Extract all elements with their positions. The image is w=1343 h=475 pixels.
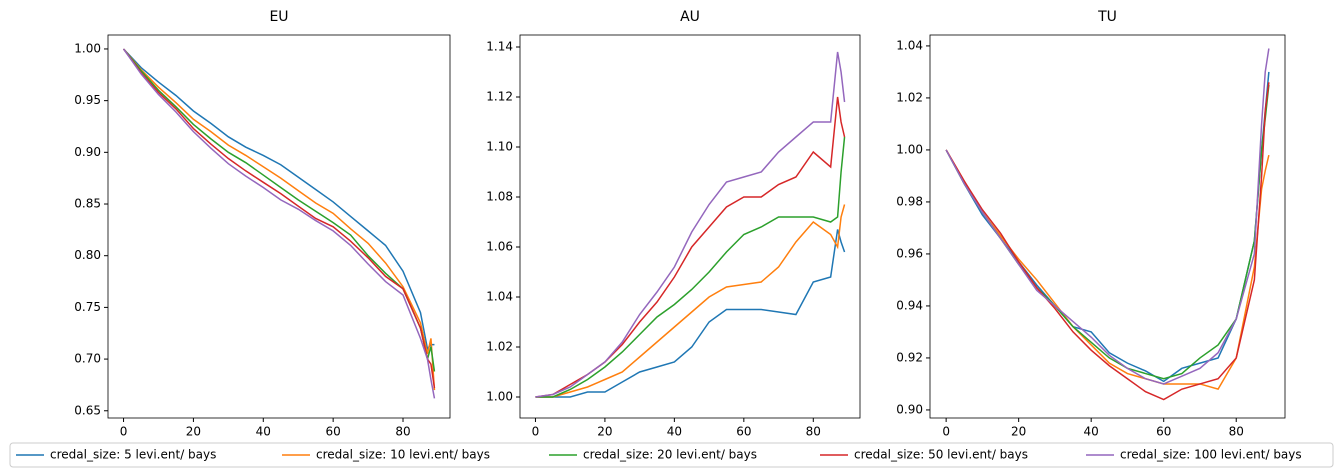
y-tick-label: 0.94 bbox=[896, 298, 923, 312]
series-line bbox=[945, 82, 1270, 401]
y-tick-label: 0.85 bbox=[74, 197, 101, 211]
y-tick-label: 0.90 bbox=[896, 402, 923, 416]
y-tick-label: 0.98 bbox=[896, 194, 923, 208]
y-tick-label: 0.90 bbox=[74, 145, 101, 159]
chart-title: EU bbox=[269, 9, 288, 25]
series-line bbox=[535, 229, 846, 398]
x-tick-label: 60 bbox=[736, 425, 751, 439]
x-tick-label: 0 bbox=[942, 425, 950, 439]
chart-title: AU bbox=[680, 9, 700, 25]
y-tick-label: 1.14 bbox=[486, 40, 513, 54]
y-tick-label: 0.95 bbox=[74, 93, 101, 107]
y-tick-label: 1.00 bbox=[896, 142, 923, 156]
x-tick-label: 20 bbox=[1011, 425, 1026, 439]
y-tick-label: 0.70 bbox=[74, 352, 101, 366]
y-tick-label: 1.02 bbox=[486, 340, 513, 354]
y-tick-label: 0.96 bbox=[896, 246, 923, 260]
y-tick-label: 1.04 bbox=[896, 38, 923, 52]
y-tick-label: 1.10 bbox=[486, 140, 513, 154]
y-tick-label: 0.92 bbox=[896, 350, 923, 364]
chart-title: TU bbox=[1097, 9, 1117, 25]
series-line bbox=[535, 96, 846, 398]
x-tick-label: 20 bbox=[186, 425, 201, 439]
plot-frame bbox=[929, 34, 1286, 419]
legend-label: credal_size: 5 levi.ent/ bays bbox=[50, 448, 216, 462]
y-tick-label: 1.12 bbox=[486, 90, 513, 104]
legend-label: credal_size: 50 levi.ent/ bays bbox=[854, 448, 1028, 462]
x-tick-label: 60 bbox=[1156, 425, 1171, 439]
y-tick-label: 1.08 bbox=[486, 190, 513, 204]
x-tick-label: 0 bbox=[120, 425, 128, 439]
legend-label: credal_size: 100 levi.ent/ bays bbox=[1120, 448, 1302, 462]
x-tick-label: 80 bbox=[395, 425, 410, 439]
series-line bbox=[945, 48, 1270, 385]
legend-label: credal_size: 20 levi.ent/ bays bbox=[583, 448, 757, 462]
x-tick-label: 40 bbox=[256, 425, 271, 439]
series-line bbox=[122, 48, 436, 399]
x-tick-label: 80 bbox=[806, 425, 821, 439]
y-tick-label: 1.00 bbox=[74, 41, 101, 55]
series-line bbox=[535, 51, 846, 398]
y-tick-label: 1.02 bbox=[896, 90, 923, 104]
y-tick-label: 0.65 bbox=[74, 403, 101, 417]
x-tick-label: 40 bbox=[1084, 425, 1099, 439]
y-tick-label: 1.00 bbox=[486, 390, 513, 404]
plot-frame bbox=[519, 34, 861, 419]
series-line bbox=[535, 136, 846, 398]
y-tick-label: 1.04 bbox=[486, 290, 513, 304]
series-line bbox=[122, 48, 436, 389]
series-line bbox=[123, 48, 435, 351]
y-tick-label: 0.80 bbox=[74, 248, 101, 262]
x-tick-label: 80 bbox=[1229, 425, 1244, 439]
x-tick-label: 0 bbox=[532, 425, 540, 439]
plot-frame bbox=[107, 34, 451, 419]
legend-label: credal_size: 10 levi.ent/ bays bbox=[316, 448, 490, 462]
y-tick-label: 1.06 bbox=[486, 240, 513, 254]
x-tick-label: 60 bbox=[326, 425, 341, 439]
legend-box bbox=[9, 442, 1334, 468]
series-line bbox=[122, 48, 436, 391]
x-tick-label: 20 bbox=[597, 425, 612, 439]
series-line bbox=[535, 204, 846, 398]
x-tick-label: 40 bbox=[667, 425, 682, 439]
y-tick-label: 0.75 bbox=[74, 300, 101, 314]
